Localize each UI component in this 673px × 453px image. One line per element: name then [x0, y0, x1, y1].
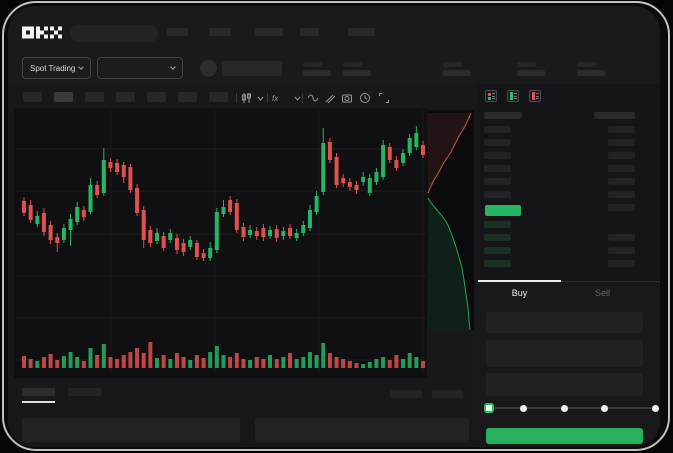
bid-price-row[interactable]	[484, 221, 511, 228]
market-type-dropdown[interactable]: Spot Trading	[22, 57, 91, 79]
ask-price-row[interactable]	[484, 191, 511, 198]
camera-icon[interactable]	[341, 91, 353, 103]
order-form-field[interactable]	[486, 340, 643, 367]
timeframe-button[interactable]	[209, 92, 228, 102]
app-window: Spot Trading	[8, 6, 660, 447]
slider-handle[interactable]	[484, 403, 494, 413]
timeframe-button[interactable]	[147, 92, 166, 102]
depth-zone-bg	[427, 110, 474, 330]
bottom-action[interactable]	[390, 390, 422, 398]
chevron-down-icon[interactable]	[292, 91, 304, 103]
search-bar[interactable]	[70, 25, 158, 42]
chevron-down-icon	[78, 64, 84, 70]
amount-row	[608, 178, 635, 185]
slider-step-dot[interactable]	[651, 404, 659, 412]
nav-item[interactable]	[300, 28, 319, 36]
toolbar-divider	[267, 93, 268, 103]
timeframe-button[interactable]	[23, 92, 42, 102]
ask-price-row[interactable]	[484, 139, 511, 146]
draw-pencil-icon[interactable]	[324, 91, 336, 104]
ask-price-row[interactable]	[484, 126, 511, 133]
orderbook-header	[594, 112, 635, 119]
pair-selector-dropdown[interactable]	[97, 57, 183, 79]
stat-value	[443, 70, 471, 76]
nav-item[interactable]	[167, 28, 188, 36]
svg-text:fx: fx	[272, 94, 279, 103]
active-tab-underline	[478, 280, 561, 282]
amount-row	[608, 204, 635, 211]
order-form-field[interactable]	[486, 373, 643, 396]
slider-step-dot[interactable]	[519, 404, 527, 412]
bottom-panel	[22, 418, 240, 442]
stat-label	[577, 62, 596, 67]
chevron-down-icon[interactable]	[255, 91, 267, 103]
bid-price-row[interactable]	[484, 234, 511, 241]
stat-value	[517, 70, 545, 76]
nav-item[interactable]	[209, 28, 231, 36]
ask-price-row[interactable]	[484, 152, 511, 159]
ask-price-row[interactable]	[484, 165, 511, 172]
bottom-active-tab-underline	[22, 401, 55, 403]
bid-price-row[interactable]	[484, 247, 511, 254]
history-clock-icon[interactable]	[359, 91, 371, 103]
toolbar-divider	[302, 93, 303, 103]
nav-item[interactable]	[348, 28, 375, 36]
stat-label	[343, 62, 362, 67]
stat-label	[443, 62, 462, 67]
nav-item[interactable]	[255, 28, 283, 36]
book-bids-icon[interactable]	[507, 90, 519, 102]
book-asks-icon[interactable]	[529, 90, 541, 102]
last-price-placeholder	[222, 61, 282, 76]
slider-step-dot[interactable]	[600, 404, 608, 412]
amount-row	[608, 191, 635, 198]
bottom-action[interactable]	[432, 390, 463, 398]
bottom-tab[interactable]	[22, 388, 55, 396]
okx-logo-icon	[22, 26, 62, 39]
amount-row	[608, 247, 635, 254]
bid-price-row[interactable]	[484, 260, 511, 267]
last-price-bar[interactable]	[485, 205, 521, 216]
fullscreen-icon[interactable]	[378, 91, 390, 103]
coin-avatar	[200, 60, 217, 77]
bottom-tab[interactable]	[68, 388, 101, 396]
stat-value	[343, 70, 371, 76]
timeframe-button[interactable]	[85, 92, 104, 102]
stat-label	[517, 62, 536, 67]
tab-divider	[478, 281, 660, 282]
stat-label	[303, 62, 322, 67]
indicator-fx-icon[interactable]: fx	[271, 91, 283, 103]
bottom-panel	[255, 418, 469, 442]
timeframe-button[interactable]	[178, 92, 197, 102]
timeframe-button[interactable]	[54, 92, 73, 102]
buy-submit-button[interactable]	[486, 428, 643, 444]
chart-zone-bg	[14, 108, 427, 378]
tab-sell[interactable]: Sell	[594, 288, 610, 298]
orderbook-header	[484, 112, 522, 119]
amount-row	[608, 152, 635, 159]
wave-line-icon[interactable]	[307, 91, 319, 103]
book-both-icon[interactable]	[485, 90, 497, 102]
amount-row	[608, 139, 635, 146]
ask-price-row[interactable]	[484, 178, 511, 185]
slider-step-dot[interactable]	[560, 404, 568, 412]
candlestick-icon[interactable]	[241, 91, 253, 103]
amount-row	[608, 234, 635, 241]
timeframe-button[interactable]	[116, 92, 135, 102]
market-type-label: Spot Trading	[30, 63, 76, 73]
amount-slider-track[interactable]	[489, 407, 655, 409]
amount-row	[608, 165, 635, 172]
order-form-field[interactable]	[486, 312, 643, 333]
amount-row	[608, 260, 635, 267]
stat-value	[303, 70, 331, 76]
toolbar-divider	[236, 93, 237, 103]
stat-value	[577, 70, 605, 76]
amount-row	[608, 126, 635, 133]
tab-buy[interactable]: Buy	[511, 288, 528, 298]
chevron-down-icon	[170, 64, 176, 70]
